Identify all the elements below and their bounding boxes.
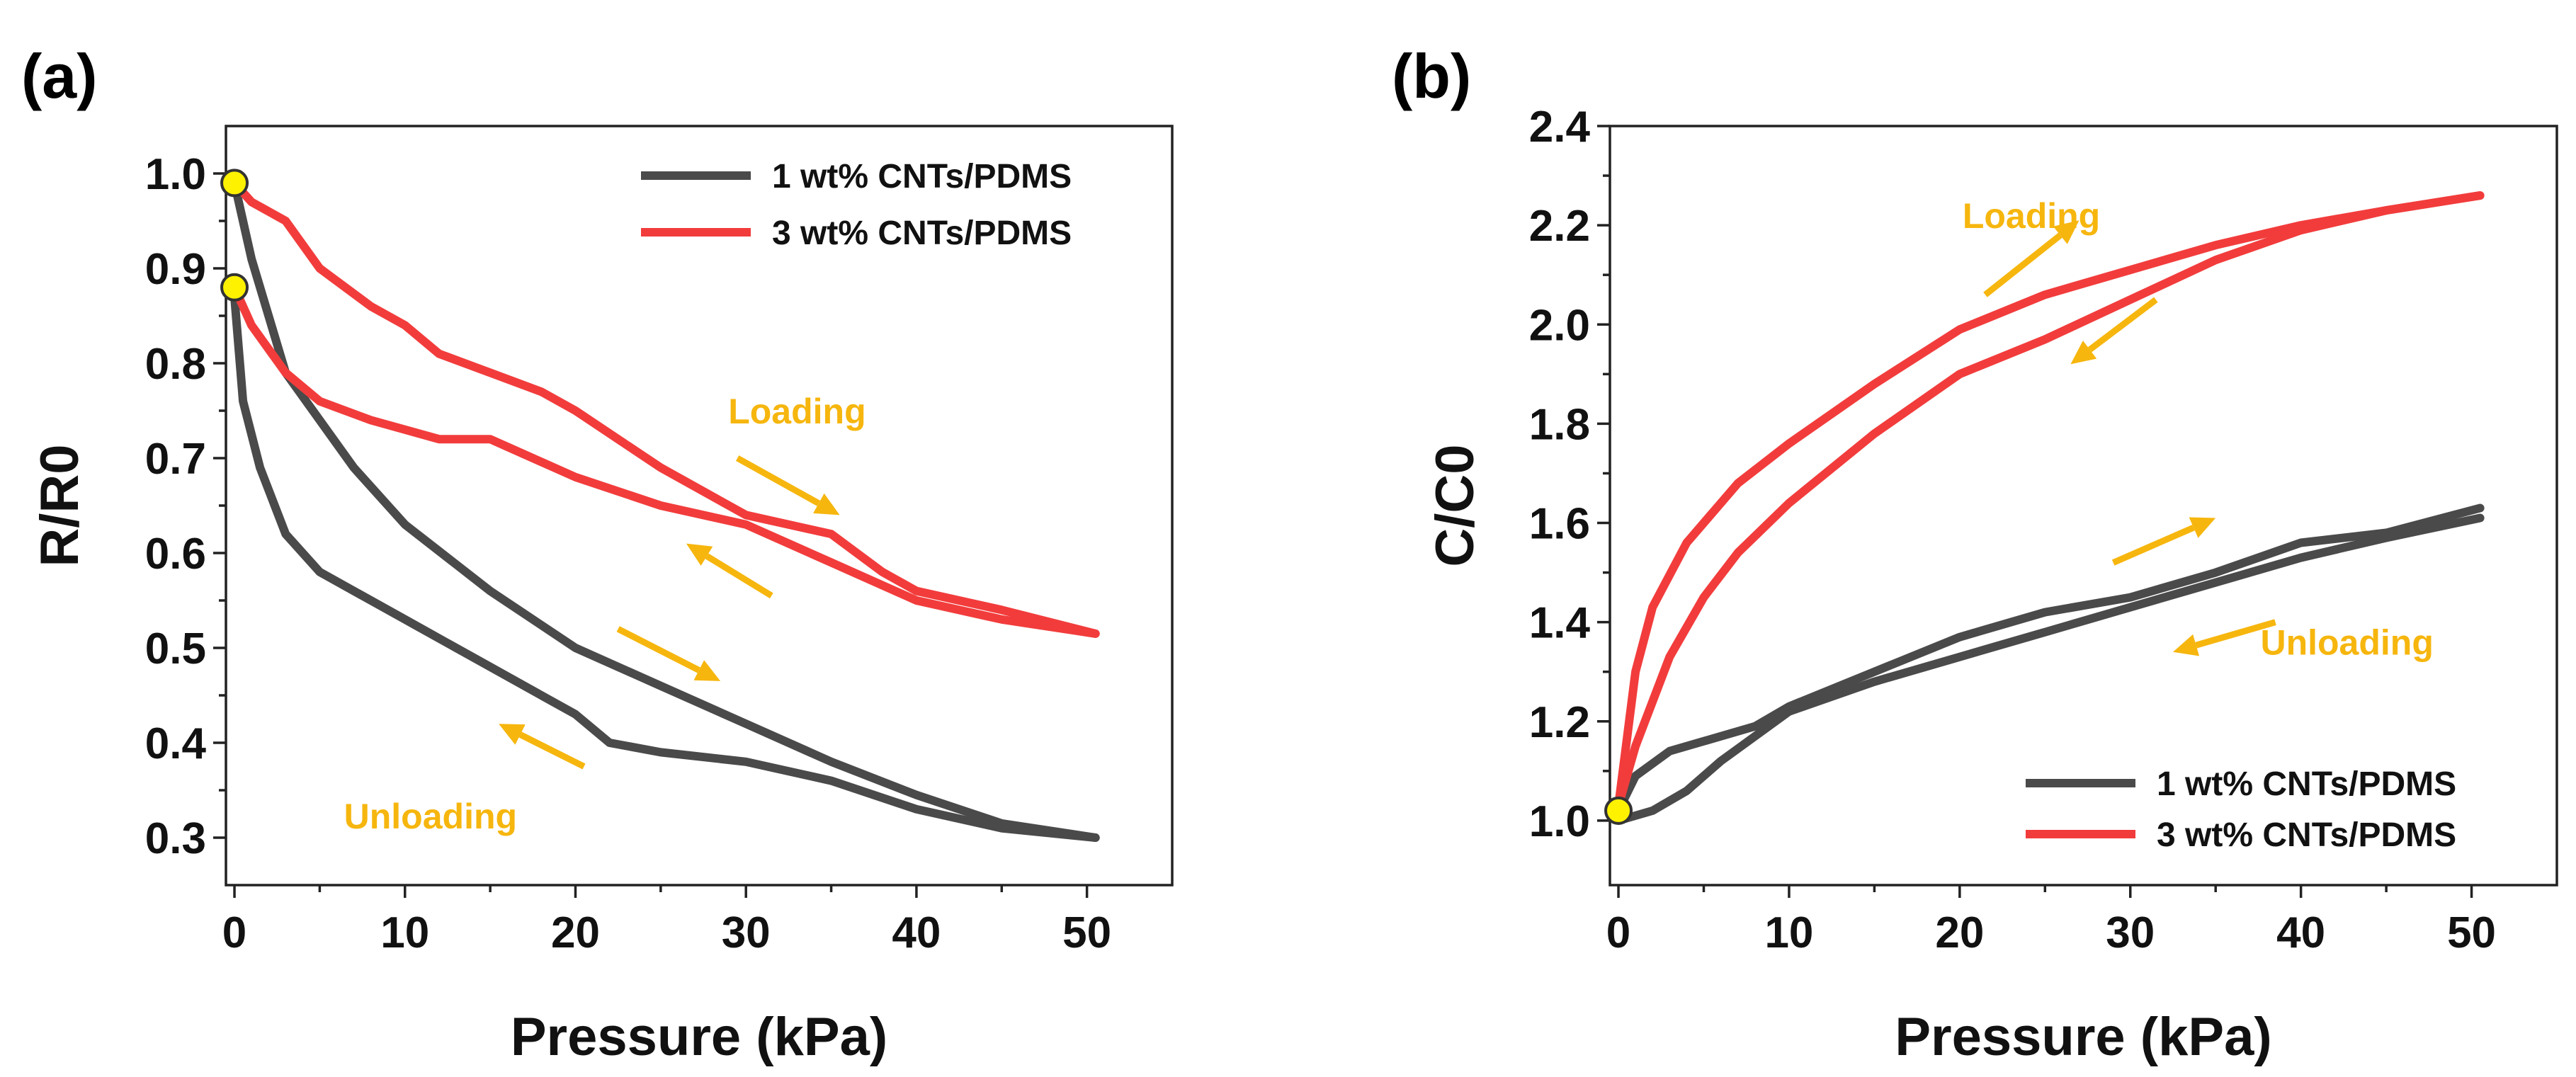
x-axis-title: Pressure (kPa) [511,1007,887,1067]
arrow-head [499,724,526,745]
y-axis-title: C/C0 [1425,444,1485,566]
y-tick-label: 2.0 [1529,301,1590,350]
panel-label: (a) [21,41,98,111]
annotation-label: Loading [728,392,866,431]
panel-a: (a) 0.3 0.4 0.5 0.6 0.7 0.8 0.9 1.0 0 10 20 30 40 50 Pr… [21,41,1174,1067]
arrow-head [2070,341,2097,365]
arrow-line [2195,619,2276,649]
arrow-line [1983,232,2062,297]
arrow-head [2189,517,2216,538]
legend-label: 1 wt% CNTs/PDMS [2157,765,2456,803]
y-tick-label: 0.4 [145,719,207,768]
x-tick-label: 30 [722,908,771,957]
y-tick-label: 1.8 [1529,400,1590,449]
series-group [1614,191,2485,825]
series-1-loading-line [1614,513,2485,825]
x-tick-label: 10 [380,908,429,957]
x-tick-label: 50 [2447,908,2496,957]
y-tick-label: 1.6 [1529,500,1590,549]
series-1-unloading-line [230,292,1100,842]
annotation-label: Unloading [344,797,517,836]
y-tick-label: 0.8 [145,340,206,389]
legend-label: 1 wt% CNTs/PDMS [772,158,1072,195]
y-tick-label: 0.9 [145,245,206,294]
x-tick-label: 0 [1606,908,1630,957]
x-tick-label: 50 [1062,908,1111,957]
x-axis-title: Pressure (kPa) [1895,1007,2271,1067]
y-tick-label: 1.2 [1529,698,1590,747]
annotation-label: Loading [1963,196,2100,236]
start-point-marker [220,169,249,198]
y-tick-label: 1.0 [145,150,206,199]
arrow-head [813,493,840,515]
series-2-loading-line [230,178,1100,638]
series-1-unloading-line [1614,503,2485,815]
arrow-line [2111,524,2195,566]
arrow-line [2087,297,2158,353]
series-2-unloading-line [1614,191,2485,810]
annotation-label: Unloading [2260,623,2433,663]
x-tick-label: 20 [551,908,600,957]
arrow-head [2053,220,2079,244]
x-tick-label: 10 [1764,908,1813,957]
arrow-line [518,731,586,770]
series-2-loading-line [1614,191,2485,810]
arrow-head [686,543,713,566]
series-2-unloading-line [230,283,1100,638]
y-tick-label: 1.0 [1529,797,1590,846]
arrow-head [2172,634,2200,656]
series-1-loading-line [230,178,1100,842]
plot-frame [1608,125,2558,887]
start-point-marker [220,273,249,302]
panel-b: (b) 1.0 1.2 1.4 1.6 1.8 2.0 2.2 2.4 0 10 20 30 40 50 Pr… [1392,41,2558,1067]
legend-label: 3 wt% CNTs/PDMS [772,215,1072,252]
series-group [230,178,1100,842]
arrow-line [735,455,821,506]
y-tick-label: 0.6 [145,530,206,579]
y-tick-label: 0.7 [145,435,206,484]
x-tick-label: 30 [2106,908,2155,957]
arrow-head [693,660,721,681]
panel-label: (b) [1392,41,1471,111]
x-tick-label: 40 [2276,908,2325,957]
start-point-marker [1604,796,1633,825]
x-tick-label: 20 [1935,908,1984,957]
x-tick-label: 40 [892,908,941,957]
y-tick-label: 2.2 [1529,202,1590,251]
arrow-line [705,553,773,599]
y-tick-label: 0.3 [145,814,206,863]
y-tick-label: 1.4 [1529,599,1591,648]
arrow-line [616,626,700,673]
y-tick-label: 0.5 [145,625,206,673]
x-tick-label: 0 [222,908,246,957]
legend-label: 3 wt% CNTs/PDMS [2157,816,2456,854]
y-tick-label: 2.4 [1529,103,1591,152]
y-axis-title: R/R0 [30,444,90,566]
